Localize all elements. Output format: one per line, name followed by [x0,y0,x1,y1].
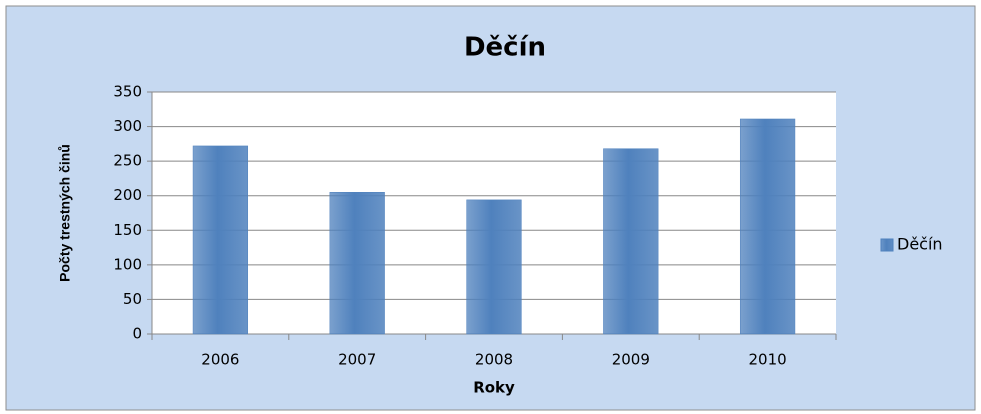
chart-title: Děčín [464,33,546,63]
y-tick-label: 100 [113,255,142,273]
bar [329,192,385,335]
legend-swatch [880,238,894,252]
x-tick-label: 2009 [612,351,650,369]
y-tick-label: 200 [113,186,142,204]
x-tick-label: 2006 [201,351,239,369]
bar [739,118,796,335]
x-tick-label: 2007 [338,351,376,369]
y-tick-label: 150 [113,221,142,239]
bar [603,148,659,335]
y-tick-label: 250 [113,152,142,170]
y-tick-label: 0 [132,325,142,343]
y-tick-label: 300 [113,117,142,135]
x-axis-label: Roky [473,379,515,397]
legend-label: Děčín [897,235,943,254]
x-tick-label: 2010 [749,351,787,369]
y-tick-label: 350 [113,83,142,101]
y-axis-label: Počty trestných činů [57,144,73,282]
x-tick-label: 2008 [475,351,513,369]
bar [192,145,249,335]
y-tick-label: 50 [123,290,142,308]
bar [466,199,522,335]
